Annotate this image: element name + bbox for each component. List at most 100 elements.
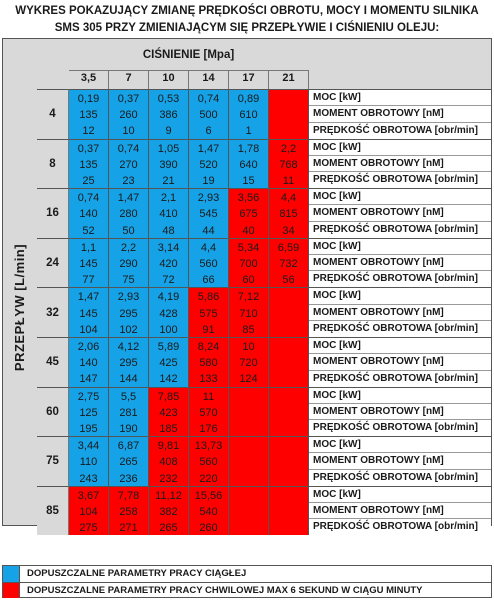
cell-value: 2,1 <box>160 192 177 205</box>
cell-value: 0,74 <box>77 192 100 205</box>
cell-value <box>269 306 308 322</box>
row-label: PRĘDKOŚĆ OBROTOWA [obr/min] <box>313 521 478 533</box>
data-cell: 5,89 425 142 <box>149 337 189 387</box>
data-cell: 2,93 295 102 <box>109 287 149 337</box>
cell-value: 25 <box>82 175 95 187</box>
cell-value: 815 <box>279 208 298 221</box>
row-labels: MOC [kW] MOMENT OBROTOWY [nM] PRĘDKOŚĆ OBR… <box>309 436 491 486</box>
cell-value <box>269 504 308 520</box>
row-label: MOMENT OBROTOWY [nM] <box>309 305 491 321</box>
pressure-header: CIŚNIENIE [Mpa] <box>142 48 235 61</box>
cell-value: 236 <box>119 472 138 485</box>
cell-value: 7,85 <box>157 390 180 403</box>
data-cell: 0,53 386 9 <box>149 89 189 139</box>
cell-value: 295 <box>119 307 138 320</box>
data-cell: 1,47 145 104 <box>69 287 109 337</box>
cell-value: 500 <box>199 109 218 122</box>
cell-value: 100 <box>159 323 178 336</box>
data-cell <box>269 386 309 437</box>
data-cell <box>269 287 309 337</box>
cell-value: 0,53 <box>157 93 180 105</box>
cell-value: 23 <box>122 175 135 187</box>
data-cell: 0,89 610 1 <box>229 89 269 139</box>
row-label: PRĘDKOŚĆ OBROTOWA [obr/min] <box>313 124 478 136</box>
cell-value: 13,73 <box>194 440 223 453</box>
cell-value: 142 <box>159 373 178 386</box>
cell-value: 145 <box>79 307 98 320</box>
data-cell: 0,19 135 12 <box>69 89 109 139</box>
cell-value: 1,47 <box>197 142 220 155</box>
cell-value: 265 <box>159 522 178 535</box>
cell-value: 4,12 <box>117 341 140 353</box>
cell-value: 1,1 <box>80 241 97 254</box>
cell-value: 1,47 <box>117 192 140 205</box>
row-labels: MOC [kW] MOMENT OBROTOWY [nM] PRĘDKOŚĆ OBR… <box>309 337 491 387</box>
data-cell: 5,34 700 60 <box>229 237 269 288</box>
cell-value: 85 <box>242 323 255 336</box>
cell-value <box>229 405 268 421</box>
cell-value: 0,19 <box>77 93 100 105</box>
cell-value: 540 <box>199 506 218 518</box>
cell-value: 77 <box>82 274 95 287</box>
row-label: MOC [kW] <box>309 140 491 156</box>
parameter-table: CIŚNIENIE [Mpa] PRZEPŁYW [L/min] 3,5 7 10 1… <box>2 38 492 536</box>
data-cell: 2,1 410 48 <box>149 188 189 238</box>
data-cell: 6,87 265 236 <box>109 436 149 486</box>
cell-value: 4,4 <box>280 192 297 205</box>
row-labels: MOC [kW] MOMENT OBROTOWY [nM] PRĘDKOŚĆ OBR… <box>309 188 491 238</box>
cell-value <box>269 91 308 107</box>
cell-value: 50 <box>122 224 135 237</box>
cell-value: 1 <box>245 125 252 138</box>
cell-value: 0,37 <box>117 93 140 105</box>
cell-value: 1,05 <box>157 142 180 155</box>
cell-value: 275 <box>79 522 98 535</box>
cell-value: 295 <box>119 357 138 370</box>
cell-value: 72 <box>162 274 175 287</box>
data-cell: 13,73 560 220 <box>189 436 229 486</box>
cell-value: 2,06 <box>77 341 100 353</box>
legend-text: DOPUSZCZALNE PARAMETRY PRACY CHWILOWEJ M… <box>27 584 423 596</box>
data-cell: 0,37 135 25 <box>69 138 109 189</box>
row-label: MOC [kW] <box>309 487 491 504</box>
cell-value <box>269 488 308 504</box>
row-labels: MOC [kW] MOMENT OBROTOWY [nM] PRĘDKOŚĆ OBR… <box>309 287 491 337</box>
row-label: MOMENT OBROTOWY [nM] <box>309 255 491 272</box>
cell-value: 11,12 <box>155 489 182 502</box>
cell-value: 190 <box>119 423 138 435</box>
cell-value: 5,34 <box>237 241 260 254</box>
cell-value <box>269 389 308 405</box>
cell-value: 145 <box>79 258 98 270</box>
cell-value <box>269 520 308 536</box>
data-cell <box>229 485 269 536</box>
pressure-value-2: 7 <box>109 70 149 89</box>
data-cell: 0,74 140 52 <box>69 188 109 238</box>
cell-value <box>229 454 268 470</box>
cell-value: 104 <box>79 323 98 336</box>
data-cell: 2,75 125 195 <box>69 386 109 437</box>
legend-swatch <box>3 566 20 582</box>
cell-value: 9 <box>165 125 172 138</box>
cell-value: 7,12 <box>237 291 260 304</box>
data-cell: 7,85 423 185 <box>149 386 189 437</box>
cell-value <box>229 504 268 520</box>
row-label: MOMENT OBROTOWY [nM] <box>309 156 491 173</box>
data-cell: 3,14 420 72 <box>149 237 189 288</box>
cell-value: 195 <box>79 423 98 435</box>
cell-value: 8,24 <box>197 341 220 353</box>
flow-value: 8 <box>37 138 69 189</box>
cell-value: 5,89 <box>157 341 180 353</box>
cell-value: 60 <box>242 274 255 287</box>
legend-item: DOPUSZCZALNE PARAMETRY PRACY CHWILOWEJ M… <box>3 581 491 598</box>
data-cell: 3,56 675 40 <box>229 188 269 238</box>
cell-value: 10 <box>122 125 135 138</box>
data-cell: 2,2 768 11 <box>269 138 309 189</box>
cell-value: 0,74 <box>197 93 220 105</box>
row-label: PRĘDKOŚĆ OBROTOWA [obr/min] <box>313 422 478 434</box>
row-label: MOMENT OBROTOWY [nM] <box>309 503 491 520</box>
cell-value: 768 <box>279 158 298 171</box>
cell-value: 220 <box>199 472 218 485</box>
pressure-value-4: 14 <box>189 70 229 89</box>
row-label: PRĘDKOŚĆ OBROTOWA [obr/min] <box>313 273 478 285</box>
cell-value: 0,74 <box>117 142 140 155</box>
row-labels: MOC [kW] MOMENT OBROTOWY [nM] PRĘDKOŚĆ OBR… <box>309 89 491 139</box>
